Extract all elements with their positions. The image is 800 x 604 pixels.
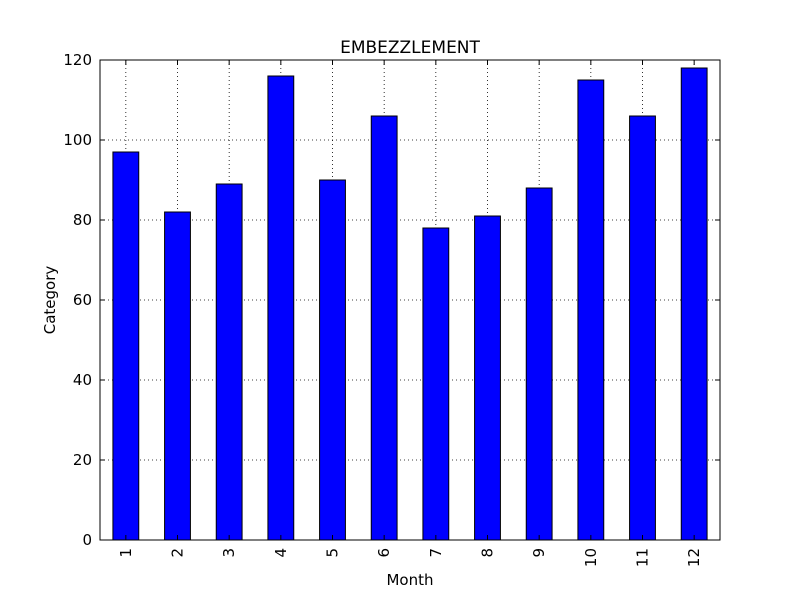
y-tick-label: 0: [82, 531, 92, 549]
y-tick-label: 120: [63, 51, 92, 69]
bars: [112, 67, 708, 541]
bar-month-7: [422, 227, 450, 541]
x-axis-label: Month: [386, 571, 433, 589]
x-tick-label: 1: [117, 548, 135, 558]
bar-month-3: [215, 183, 243, 541]
y-tick-label: 40: [73, 371, 92, 389]
bar-month-8: [474, 215, 501, 541]
y-tick-label: 100: [63, 131, 92, 149]
x-tick-label: 10: [582, 548, 600, 567]
y-tick-label: 80: [73, 211, 92, 229]
x-tick-label: 8: [479, 548, 497, 558]
x-tick-label: 12: [685, 548, 703, 567]
y-tick-label: 20: [73, 451, 92, 469]
y-axis-label: Category: [41, 266, 59, 335]
bar-month-11: [629, 115, 656, 541]
x-tick-label: 5: [324, 548, 342, 558]
plot-frame: [99, 59, 721, 541]
x-tick-label: 3: [220, 548, 238, 558]
x-tick-label: 6: [375, 548, 393, 558]
x-tick-label: 9: [530, 548, 548, 558]
chart-title: EMBEZZLEMENT: [340, 38, 480, 58]
bar-month-9: [525, 187, 553, 541]
bar-month-6: [370, 115, 398, 541]
x-tick-label: 2: [169, 548, 187, 558]
bar-month-10: [577, 79, 605, 541]
bar-month-5: [319, 179, 346, 541]
x-tick-label: 7: [427, 548, 445, 558]
grid-lines: [100, 59, 720, 541]
x-tick-label: 11: [634, 548, 652, 567]
bar-month-2: [164, 211, 191, 541]
bar-month-4: [267, 75, 295, 541]
y-tick-label: 60: [73, 291, 92, 309]
x-tick-label: 4: [272, 548, 290, 558]
bar-month-12: [680, 67, 708, 541]
bar-month-1: [112, 151, 140, 541]
